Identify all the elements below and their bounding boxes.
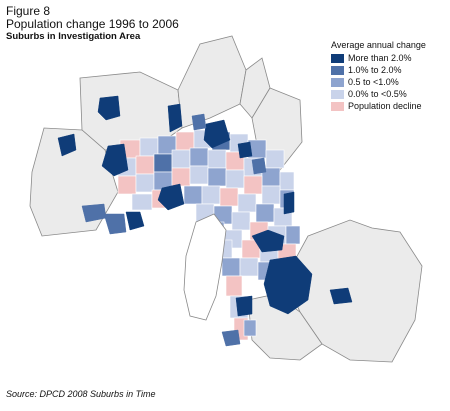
figure-subtitle: Suburbs in Investigation Area [6,31,141,42]
growth-patch [167,103,183,133]
suburb-tile [261,185,281,205]
suburb-tile [175,131,195,151]
suburb-tile [239,257,259,277]
suburb-tile [207,149,227,169]
suburb-tile [207,167,227,187]
growth-patch [97,95,121,121]
growth-patch [203,119,231,149]
bay-water [183,213,227,321]
figure-title: Population change 1996 to 2006 [6,17,179,31]
growth-patch [57,133,77,157]
legend-label: 0.0% to <0.5% [348,88,407,99]
suburb-tile [131,193,153,211]
suburb-tile [265,149,285,169]
legend-label: 1.0% to 2.0% [348,64,402,75]
suburb-tile [237,193,257,213]
growth-patch [157,183,185,211]
suburb-tile [139,137,159,157]
growth-patch [251,229,285,253]
suburb-tile [201,185,221,205]
growth-patch [101,143,129,177]
suburb-tile [243,175,263,195]
legend-item-population-decline: Population decline [331,100,449,112]
suburb-tile [231,211,251,231]
legend: Average annual change More than 2.0% 1.0… [331,40,449,112]
suburb-tile [189,165,209,185]
suburb-tile [219,187,239,207]
suburb-tile [285,225,301,245]
growth-patch [125,211,145,231]
source-note: Source: DPCD 2008 Suburbs in Time [6,389,156,399]
suburb-tile [221,257,241,277]
growth-patch [221,329,241,347]
suburb-tile [189,147,209,167]
figure-label: Figure 8 [6,4,51,18]
suburb-tile [171,149,191,169]
growth-patch [235,295,253,317]
suburb-tile [117,175,137,195]
growth-patch [103,213,127,235]
legend-swatch [331,65,344,75]
suburb-tile [135,155,155,175]
suburb-tile [225,169,245,189]
legend-label: 0.5 to <1.0% [348,76,399,87]
medium-growth-areas [81,113,267,347]
legend-swatch [331,77,344,87]
legend-title: Average annual change [331,40,426,50]
legend-swatch [331,53,344,63]
suburb-tile [225,275,243,297]
suburb-tile [183,185,203,205]
legend-item-0-to-0-5: 0.0% to <0.5% [331,88,449,100]
legend-label: More than 2.0% [348,52,412,63]
growth-patch [329,287,353,305]
suburb-tile [153,153,173,173]
legend-swatch [331,101,344,111]
suburb-tile [243,319,257,337]
suburb-tile [171,167,191,187]
legend-swatch [331,89,344,99]
region-north-central [177,35,247,129]
suburb-tile [135,173,155,193]
growth-patch [263,255,313,315]
legend-item-0-5-to-1: 0.5 to <1.0% [331,76,449,88]
legend-item-1-to-2: 1.0% to 2.0% [331,64,449,76]
growth-patch [237,141,253,159]
growth-patch [251,157,267,175]
legend-label: Population decline [348,100,422,111]
legend-item-more-than-2: More than 2.0% [331,52,449,64]
growth-patch [191,113,207,131]
high-growth-areas [57,95,353,317]
suburb-tile [255,203,275,223]
growth-patch [283,191,295,215]
suburb-tile [279,171,295,191]
